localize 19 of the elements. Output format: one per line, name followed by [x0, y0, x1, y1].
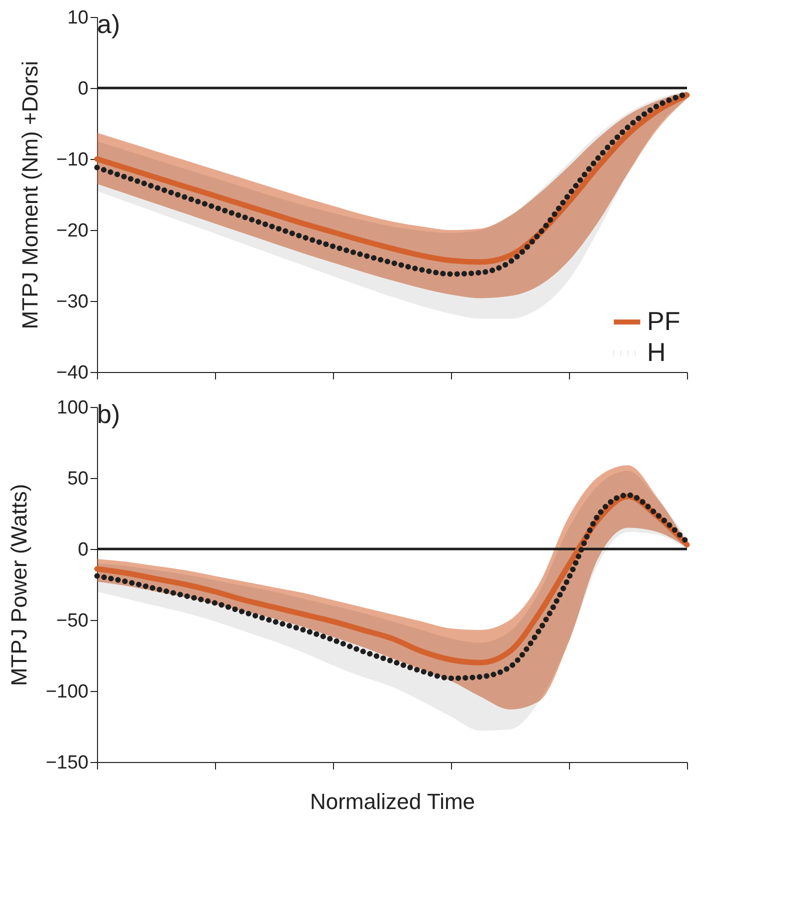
- y-tick-label: 100: [56, 398, 88, 418]
- y-tick-label: −30: [56, 292, 88, 312]
- y-axis-title: MTPJ Moment (Nm) +Dorsi: [17, 60, 42, 330]
- x-axis-title: Normalized Time: [310, 789, 476, 814]
- y-tick-label: −10: [56, 150, 88, 170]
- y-tick-label: −150: [46, 752, 88, 774]
- y-tick-label: −20: [56, 220, 88, 242]
- legend-label: H: [647, 337, 666, 367]
- chart-title: b): [97, 399, 120, 429]
- y-tick-label: −40: [56, 362, 88, 384]
- y-tick-label: −100: [46, 682, 88, 702]
- legend-label: PF: [647, 306, 680, 336]
- y-tick-label: 10: [67, 8, 88, 28]
- y-tick-label: 0: [78, 540, 88, 560]
- chart-title: a): [97, 9, 120, 39]
- y-tick-label: 0: [78, 78, 88, 100]
- y-tick-label: −50: [56, 610, 88, 632]
- y-tick-label: 50: [67, 468, 88, 490]
- y-axis-title: MTPJ Power (Watts): [6, 484, 32, 686]
